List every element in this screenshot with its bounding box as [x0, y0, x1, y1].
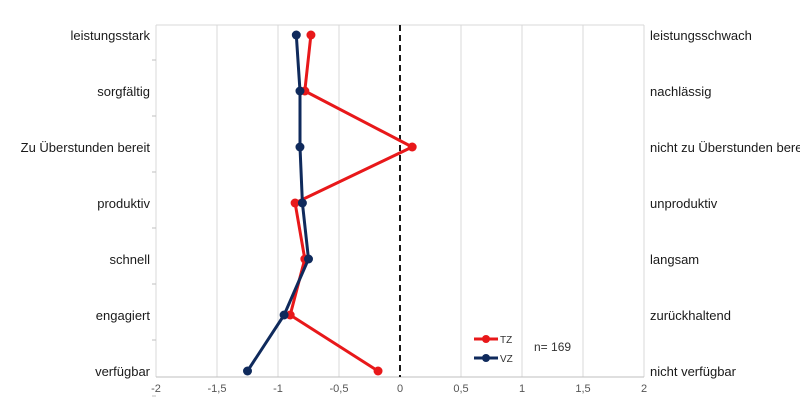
right-category-label: leistungsschwach — [650, 28, 752, 43]
data-point-vz — [295, 86, 305, 96]
x-tick-label: -1 — [273, 383, 283, 395]
legend-label-tz: TZ — [500, 335, 512, 346]
data-point-tz — [290, 198, 300, 208]
right-category-label: nicht verfügbar — [650, 364, 737, 379]
x-tick-label: -0,5 — [330, 383, 349, 395]
left-category-label: schnell — [110, 252, 151, 267]
x-tick-label: 0,5 — [453, 383, 468, 395]
left-category-label: produktiv — [97, 196, 150, 211]
sample-size-note: n= 169 — [534, 340, 571, 354]
label-layer: leistungsstark sorgfältig Zu Überstunden b… — [21, 28, 800, 379]
x-tick-label: 1 — [519, 383, 525, 395]
left-category-label: verfügbar — [95, 364, 151, 379]
data-point-tz — [306, 30, 316, 40]
right-category-label: nachlässig — [650, 84, 711, 99]
series-layer — [243, 30, 417, 376]
legend-marker-tz — [482, 335, 490, 343]
x-tick-label: -2 — [151, 383, 161, 395]
right-category-label: zurückhaltend — [650, 308, 731, 323]
right-category-label: unproduktiv — [650, 196, 718, 211]
left-category-label: engagiert — [96, 308, 151, 323]
x-tick-label: 1,5 — [575, 383, 590, 395]
data-point-vz — [304, 254, 313, 264]
right-category-label: langsam — [650, 252, 699, 267]
left-category-label: Zu Überstunden bereit — [21, 140, 151, 155]
x-tick-label: 0 — [397, 383, 403, 395]
data-point-vz — [243, 366, 252, 376]
data-point-vz — [295, 142, 305, 152]
legend: TZ VZ — [474, 335, 513, 365]
data-point-tz — [373, 366, 383, 376]
left-category-label: sorgfältig — [97, 84, 150, 99]
data-point-vz — [279, 310, 289, 320]
data-point-vz — [297, 198, 307, 208]
left-category-label: leistungsstark — [71, 28, 151, 43]
legend-label-vz: VZ — [500, 354, 513, 365]
data-point-vz — [291, 30, 301, 40]
x-tick-label: 2 — [641, 383, 647, 395]
right-category-label: nicht zu Überstunden bereit — [650, 140, 800, 155]
data-point-tz — [407, 142, 417, 152]
series-line-tz — [288, 34, 414, 373]
x-tick-label: -1,5 — [208, 383, 227, 395]
legend-marker-vz — [482, 354, 490, 362]
